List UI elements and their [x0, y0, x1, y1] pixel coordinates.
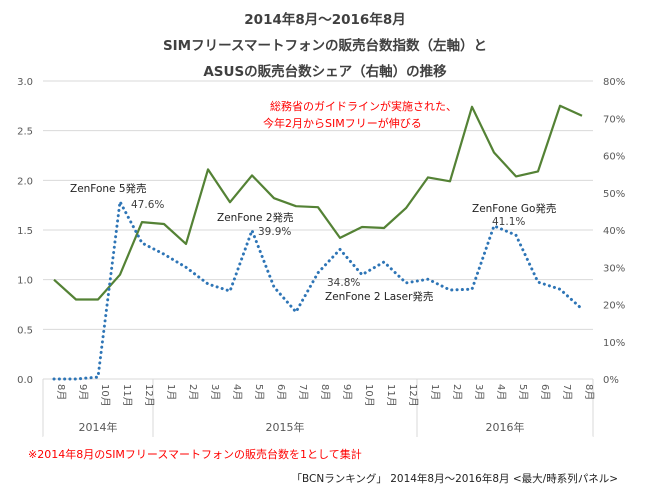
right-tick-label: 30%	[603, 263, 625, 274]
product-launch-label: ZenFone Go発売	[472, 202, 556, 215]
right-tick-label: 60%	[603, 152, 625, 163]
title-line-1: 2014年8月～2016年8月	[244, 11, 405, 28]
right-tick-label: 50%	[603, 189, 625, 200]
left-tick-label: 2.0	[17, 176, 33, 187]
month-tick-label: 4月	[495, 384, 507, 400]
product-launch-label: ZenFone 2発売	[217, 211, 294, 224]
note-line-1: 総務省のガイドラインが実施された、	[270, 99, 457, 113]
month-tick-label: 7月	[561, 384, 573, 400]
share-value-label: 47.6%	[131, 199, 164, 211]
left-tick-label: 1.5	[17, 226, 33, 237]
index-series-line	[53, 104, 583, 301]
share-value-label: 34.8%	[327, 277, 360, 289]
guideline-note: 総務省のガイドラインが実施された、 今年2月からSIMフリーが伸びる	[263, 99, 457, 130]
right-tick-label: 80%	[603, 77, 625, 88]
month-tick-label: 12月	[143, 384, 155, 407]
month-tick-label: 5月	[253, 384, 265, 400]
year-label: 2015年	[266, 420, 305, 434]
right-tick-label: 10%	[603, 338, 625, 349]
title-line-2: SIMフリースマートフォンの販売台数指数（左軸）と	[163, 37, 487, 54]
left-tick-label: 1.0	[17, 276, 33, 287]
note-line-2: 今年2月からSIMフリーが伸びる	[263, 116, 422, 130]
left-tick-label: 0.0	[17, 375, 33, 386]
month-tick-label: 3月	[473, 384, 485, 400]
gridlines	[43, 80, 593, 330]
annotations: ZenFone 5発売 47.6% ZenFone 2発売 39.9% ZenFone …	[70, 182, 556, 303]
month-tick-label: 12月	[407, 384, 419, 407]
year-label: 2016年	[486, 420, 525, 434]
chart-title: 2014年8月～2016年8月 SIMフリースマートフォンの販売台数指数（左軸）…	[163, 11, 487, 80]
month-tick-label: 5月	[517, 384, 529, 400]
month-tick-label: 6月	[539, 384, 551, 400]
right-tick-label: 20%	[603, 301, 625, 312]
year-label: 2014年	[79, 420, 118, 434]
left-tick-label: 0.5	[17, 325, 33, 336]
right-tick-label: 40%	[603, 226, 625, 237]
left-tick-label: 3.0	[17, 77, 33, 88]
month-tick-label: 9月	[341, 384, 353, 400]
month-tick-label: 9月	[77, 384, 89, 400]
month-tick-label: 10月	[99, 384, 111, 407]
product-launch-label: ZenFone 5発売	[70, 182, 147, 195]
month-tick-label: 8月	[319, 384, 331, 400]
left-axis: 0.0 0.5 1.0 1.5 2.0 2.5 3.0	[17, 77, 33, 386]
series-layer	[52, 104, 584, 381]
month-tick-label: 10月	[363, 384, 375, 407]
category-axis: 2014年 2015年 2016年 8月 9月 10月 11月 12月 1月 2月 3月 4月 5月 6月…	[42, 378, 595, 438]
month-tick-label: 2月	[451, 384, 463, 400]
month-tick-label: 1月	[429, 384, 441, 400]
month-tick-label: 7月	[297, 384, 309, 400]
month-tick-label: 3月	[209, 384, 221, 400]
title-line-3: ASUSの販売台数シェア（右軸）の推移	[203, 63, 447, 80]
month-tick-label: 2月	[187, 384, 199, 400]
footnote: ※2014年8月のSIMフリースマートフォンの販売台数を1として集計	[28, 447, 362, 461]
right-tick-label: 70%	[603, 114, 625, 125]
product-launch-label: ZenFone 2 Laser発売	[325, 290, 433, 303]
right-axis: 0% 10% 20% 30% 40% 50% 60% 70% 80%	[603, 77, 625, 386]
month-tick-label: 8月	[55, 384, 67, 400]
share-value-label: 41.1%	[492, 216, 525, 228]
share-series-line	[52, 200, 584, 381]
month-tick-label: 6月	[275, 384, 287, 400]
right-tick-label: 0%	[603, 375, 619, 386]
month-tick-label: 4月	[231, 384, 243, 400]
month-tick-label: 11月	[121, 384, 133, 407]
month-tick-label: 11月	[385, 384, 397, 407]
month-tick-label: 8月	[583, 384, 595, 400]
left-tick-label: 2.5	[17, 127, 33, 138]
month-tick-label: 1月	[165, 384, 177, 400]
source-credit: 「BCNランキング」 2014年8月～2016年8月 <最大/時系列パネル>	[291, 472, 618, 485]
share-value-label: 39.9%	[258, 226, 291, 238]
